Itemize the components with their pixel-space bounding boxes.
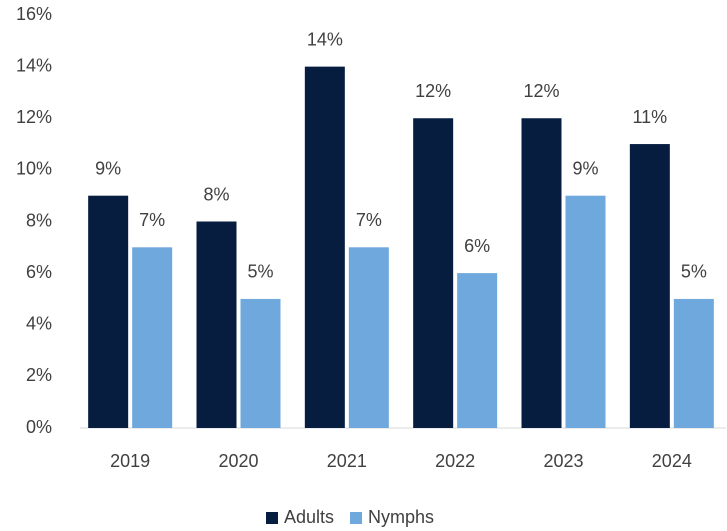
bar: [629, 144, 670, 428]
y-tick-label: 2%: [26, 365, 52, 385]
data-label: 7%: [356, 210, 382, 230]
x-tick-label: 2020: [218, 451, 258, 471]
legend-label: Nymphs: [368, 507, 434, 527]
data-label: 9%: [95, 158, 121, 178]
bar: [673, 298, 714, 428]
data-label: 9%: [572, 158, 598, 178]
data-label: 6%: [464, 236, 490, 256]
bar: [521, 118, 562, 428]
data-label: 5%: [681, 262, 707, 282]
y-tick-label: 8%: [26, 210, 52, 230]
bar: [304, 66, 345, 428]
data-label: 7%: [139, 210, 165, 230]
data-label: 5%: [247, 262, 273, 282]
x-tick-label: 2022: [435, 451, 475, 471]
data-label: 14%: [307, 29, 343, 49]
bar: [132, 247, 173, 428]
x-tick-label: 2023: [543, 451, 583, 471]
y-tick-label: 6%: [26, 262, 52, 282]
bar: [457, 273, 498, 428]
x-tick-label: 2024: [652, 451, 692, 471]
y-tick-label: 0%: [26, 417, 52, 437]
data-label: 12%: [523, 81, 559, 101]
bar: [196, 221, 237, 428]
bar: [88, 195, 129, 428]
bar: [240, 298, 281, 428]
bar: [565, 195, 606, 428]
bar: [413, 118, 454, 428]
y-tick-label: 16%: [16, 4, 52, 24]
data-label: 8%: [203, 184, 229, 204]
data-label: 12%: [415, 81, 451, 101]
x-tick-label: 2021: [327, 451, 367, 471]
legend-swatch: [266, 512, 278, 524]
data-label: 11%: [632, 107, 667, 127]
y-tick-label: 12%: [16, 107, 52, 127]
y-tick-label: 10%: [16, 159, 52, 179]
legend-swatch: [350, 512, 363, 524]
y-tick-label: 4%: [26, 314, 52, 334]
legend-label: Adults: [284, 507, 334, 527]
x-tick-label: 2019: [110, 451, 150, 471]
y-tick-label: 14%: [16, 55, 52, 75]
bar: [348, 247, 389, 428]
